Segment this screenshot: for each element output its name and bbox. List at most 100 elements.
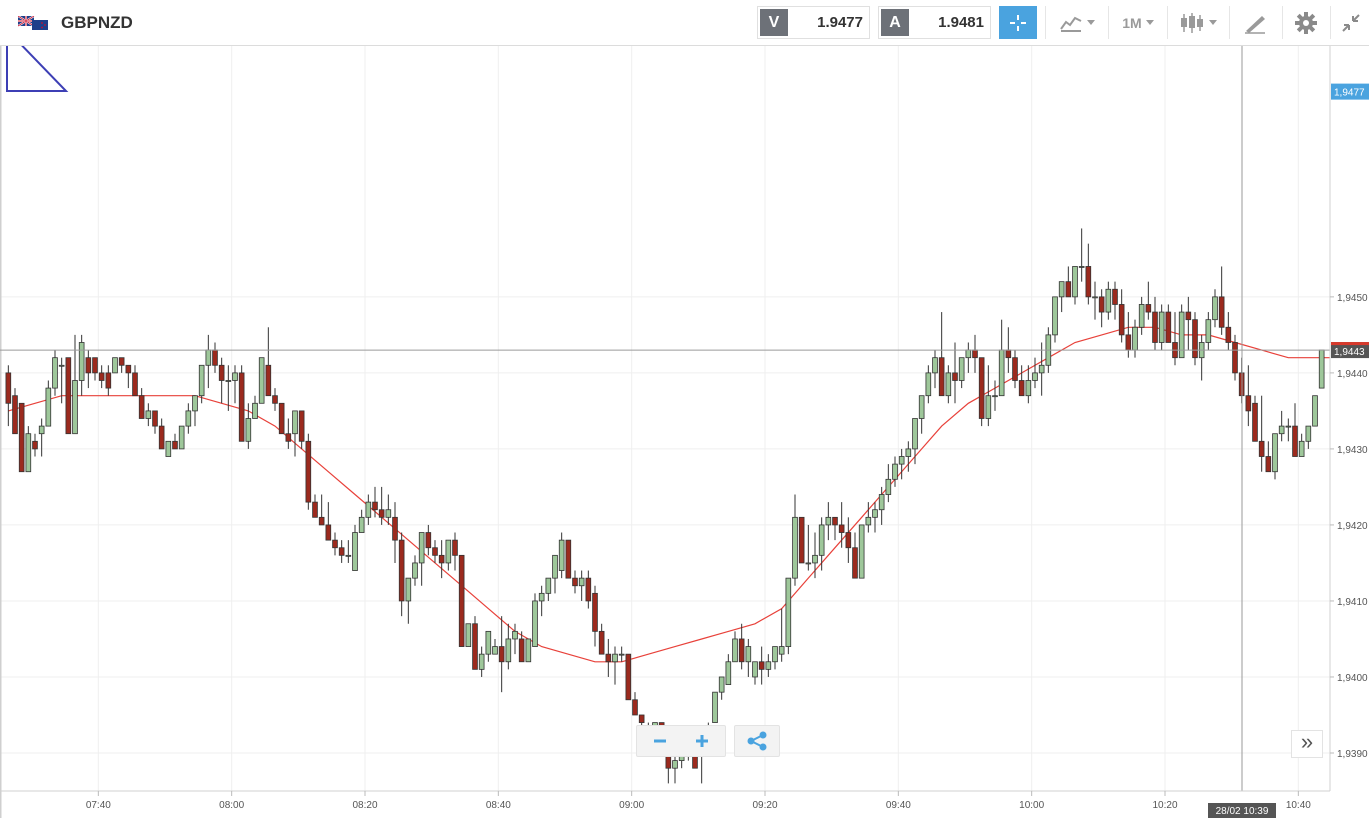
candle	[465, 623, 472, 647]
candle-body-up	[1318, 349, 1325, 389]
x-tick-label: 08:00	[219, 800, 244, 811]
candle	[912, 418, 918, 465]
candle-body-down	[852, 547, 858, 579]
candle-body-down	[585, 577, 592, 602]
candle	[1225, 312, 1232, 351]
candle-body-down	[305, 440, 312, 503]
candle-body-up	[752, 661, 758, 678]
candle	[1258, 395, 1265, 472]
candle-body-up	[1178, 311, 1185, 359]
candle	[338, 540, 345, 563]
candle	[358, 509, 365, 533]
candle	[198, 364, 205, 404]
candle	[505, 623, 512, 670]
buy-quote-button[interactable]: A 1.9481	[878, 6, 991, 39]
collapse-button[interactable]	[1335, 6, 1367, 39]
candle-body-up	[778, 646, 785, 655]
candle-body-up	[1205, 319, 1212, 343]
candle	[52, 350, 58, 396]
draw-icon	[1245, 15, 1265, 34]
candle-body-up	[72, 380, 78, 435]
candle-body-up	[872, 509, 878, 518]
candle	[225, 365, 232, 411]
candle-body-down	[952, 372, 958, 381]
candle	[185, 403, 192, 434]
candle-body-up	[958, 357, 965, 381]
candle	[292, 410, 298, 457]
candle	[238, 365, 245, 442]
candle	[1252, 395, 1258, 442]
candle-body-up	[732, 638, 738, 663]
candle	[1098, 289, 1105, 328]
crosshair-button[interactable]	[999, 6, 1037, 39]
candle	[1185, 296, 1192, 351]
candle	[845, 517, 852, 563]
candle-body-down	[1012, 357, 1018, 381]
candle-body-up	[865, 516, 872, 526]
candle	[778, 608, 785, 662]
candle-body-down	[425, 532, 432, 549]
candle-style-button[interactable]	[1173, 6, 1223, 39]
triangle-drawing[interactable]	[6, 46, 69, 92]
candle	[498, 616, 505, 693]
candle	[98, 365, 105, 389]
candle	[412, 555, 418, 586]
buy-label: A	[881, 9, 909, 36]
candle-body-up	[618, 653, 625, 656]
candle-body-up	[112, 357, 118, 374]
settings-button[interactable]	[1287, 6, 1325, 39]
scroll-to-latest-button[interactable]: »	[1291, 730, 1323, 758]
candle	[738, 623, 745, 670]
candle-body-up	[925, 372, 932, 397]
candle-body-down	[398, 539, 405, 602]
interval-dropdown[interactable]: 1M	[1113, 6, 1163, 39]
candle	[598, 623, 605, 655]
price-chart[interactable]: 1,9390 1,9400 1,9410 1,9420 1,9430 1,9440 1,94…	[0, 46, 1369, 818]
candle	[1165, 304, 1172, 343]
candle	[272, 388, 278, 411]
candle-body-up	[1105, 288, 1112, 313]
candle	[418, 532, 425, 586]
candle	[398, 532, 405, 617]
candle	[1158, 304, 1165, 351]
share-button[interactable]	[734, 725, 780, 757]
sell-quote-button[interactable]: V 1.9477	[757, 6, 870, 39]
price-axis-bg	[1330, 46, 1369, 818]
candle-body-up	[58, 364, 65, 367]
candle-body-down	[272, 395, 278, 404]
candle-body-down	[158, 425, 165, 450]
candle	[632, 692, 638, 716]
candle-body-up	[805, 562, 812, 565]
candle	[32, 433, 38, 457]
candle	[832, 516, 838, 541]
candle	[245, 403, 252, 449]
candle	[765, 654, 772, 677]
candle-body-down	[138, 395, 145, 419]
candle-body-up	[1305, 425, 1312, 442]
candle	[885, 464, 892, 503]
candle	[712, 691, 718, 723]
candle-body-up	[552, 554, 558, 579]
draw-tools-button[interactable]	[1235, 6, 1275, 39]
candle-body-down	[172, 440, 178, 450]
candle-body-up	[512, 630, 518, 640]
candle-body-up	[192, 395, 198, 412]
candle	[952, 342, 958, 404]
candle-body-down	[312, 501, 318, 518]
sell-label: V	[760, 9, 788, 36]
candle-body-down	[432, 547, 438, 556]
candle-body-up	[198, 364, 205, 397]
candle-body-up	[232, 372, 238, 381]
chart-type-button[interactable]	[1052, 6, 1102, 39]
candle	[1105, 281, 1112, 320]
sell-price: 1.9477	[817, 14, 863, 31]
candle-body-down	[1192, 319, 1198, 359]
candle-body-down	[625, 653, 632, 701]
candle	[872, 502, 878, 533]
candle-body-down	[1225, 326, 1232, 343]
candle-body-down	[298, 410, 305, 442]
candle	[18, 402, 25, 473]
candle	[172, 433, 178, 450]
candle	[158, 418, 165, 450]
zoom-controls	[636, 725, 726, 757]
